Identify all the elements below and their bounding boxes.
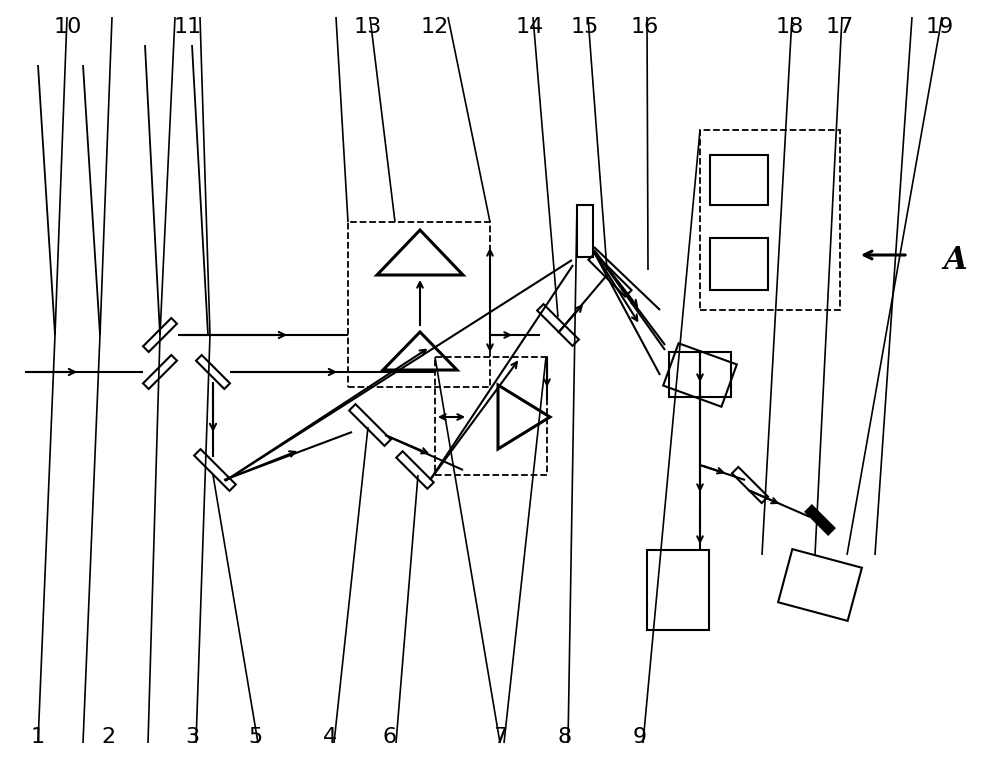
Polygon shape (806, 506, 834, 535)
Text: 3: 3 (185, 727, 199, 747)
Bar (710, 238, 768, 290)
Text: 8: 8 (558, 727, 572, 747)
Bar (348, 222, 490, 387)
Bar (669, 352, 731, 397)
Text: 13: 13 (354, 17, 382, 37)
Text: 1: 1 (31, 727, 45, 747)
Text: 4: 4 (323, 727, 337, 747)
Text: 10: 10 (54, 17, 82, 37)
Text: 19: 19 (926, 17, 954, 37)
Bar (710, 155, 768, 205)
Bar (435, 357, 547, 475)
Text: 11: 11 (174, 17, 202, 37)
Bar (647, 550, 709, 630)
Text: 16: 16 (631, 17, 659, 37)
Text: 7: 7 (493, 727, 507, 747)
Bar (577, 205, 593, 257)
Text: 5: 5 (248, 727, 262, 747)
Text: 12: 12 (421, 17, 449, 37)
Text: 6: 6 (383, 727, 397, 747)
Text: 9: 9 (633, 727, 647, 747)
Text: 15: 15 (571, 17, 599, 37)
Text: 2: 2 (101, 727, 115, 747)
Text: 14: 14 (516, 17, 544, 37)
Text: A: A (943, 245, 967, 275)
Text: 17: 17 (826, 17, 854, 37)
Bar (700, 130, 840, 310)
Text: 18: 18 (776, 17, 804, 37)
